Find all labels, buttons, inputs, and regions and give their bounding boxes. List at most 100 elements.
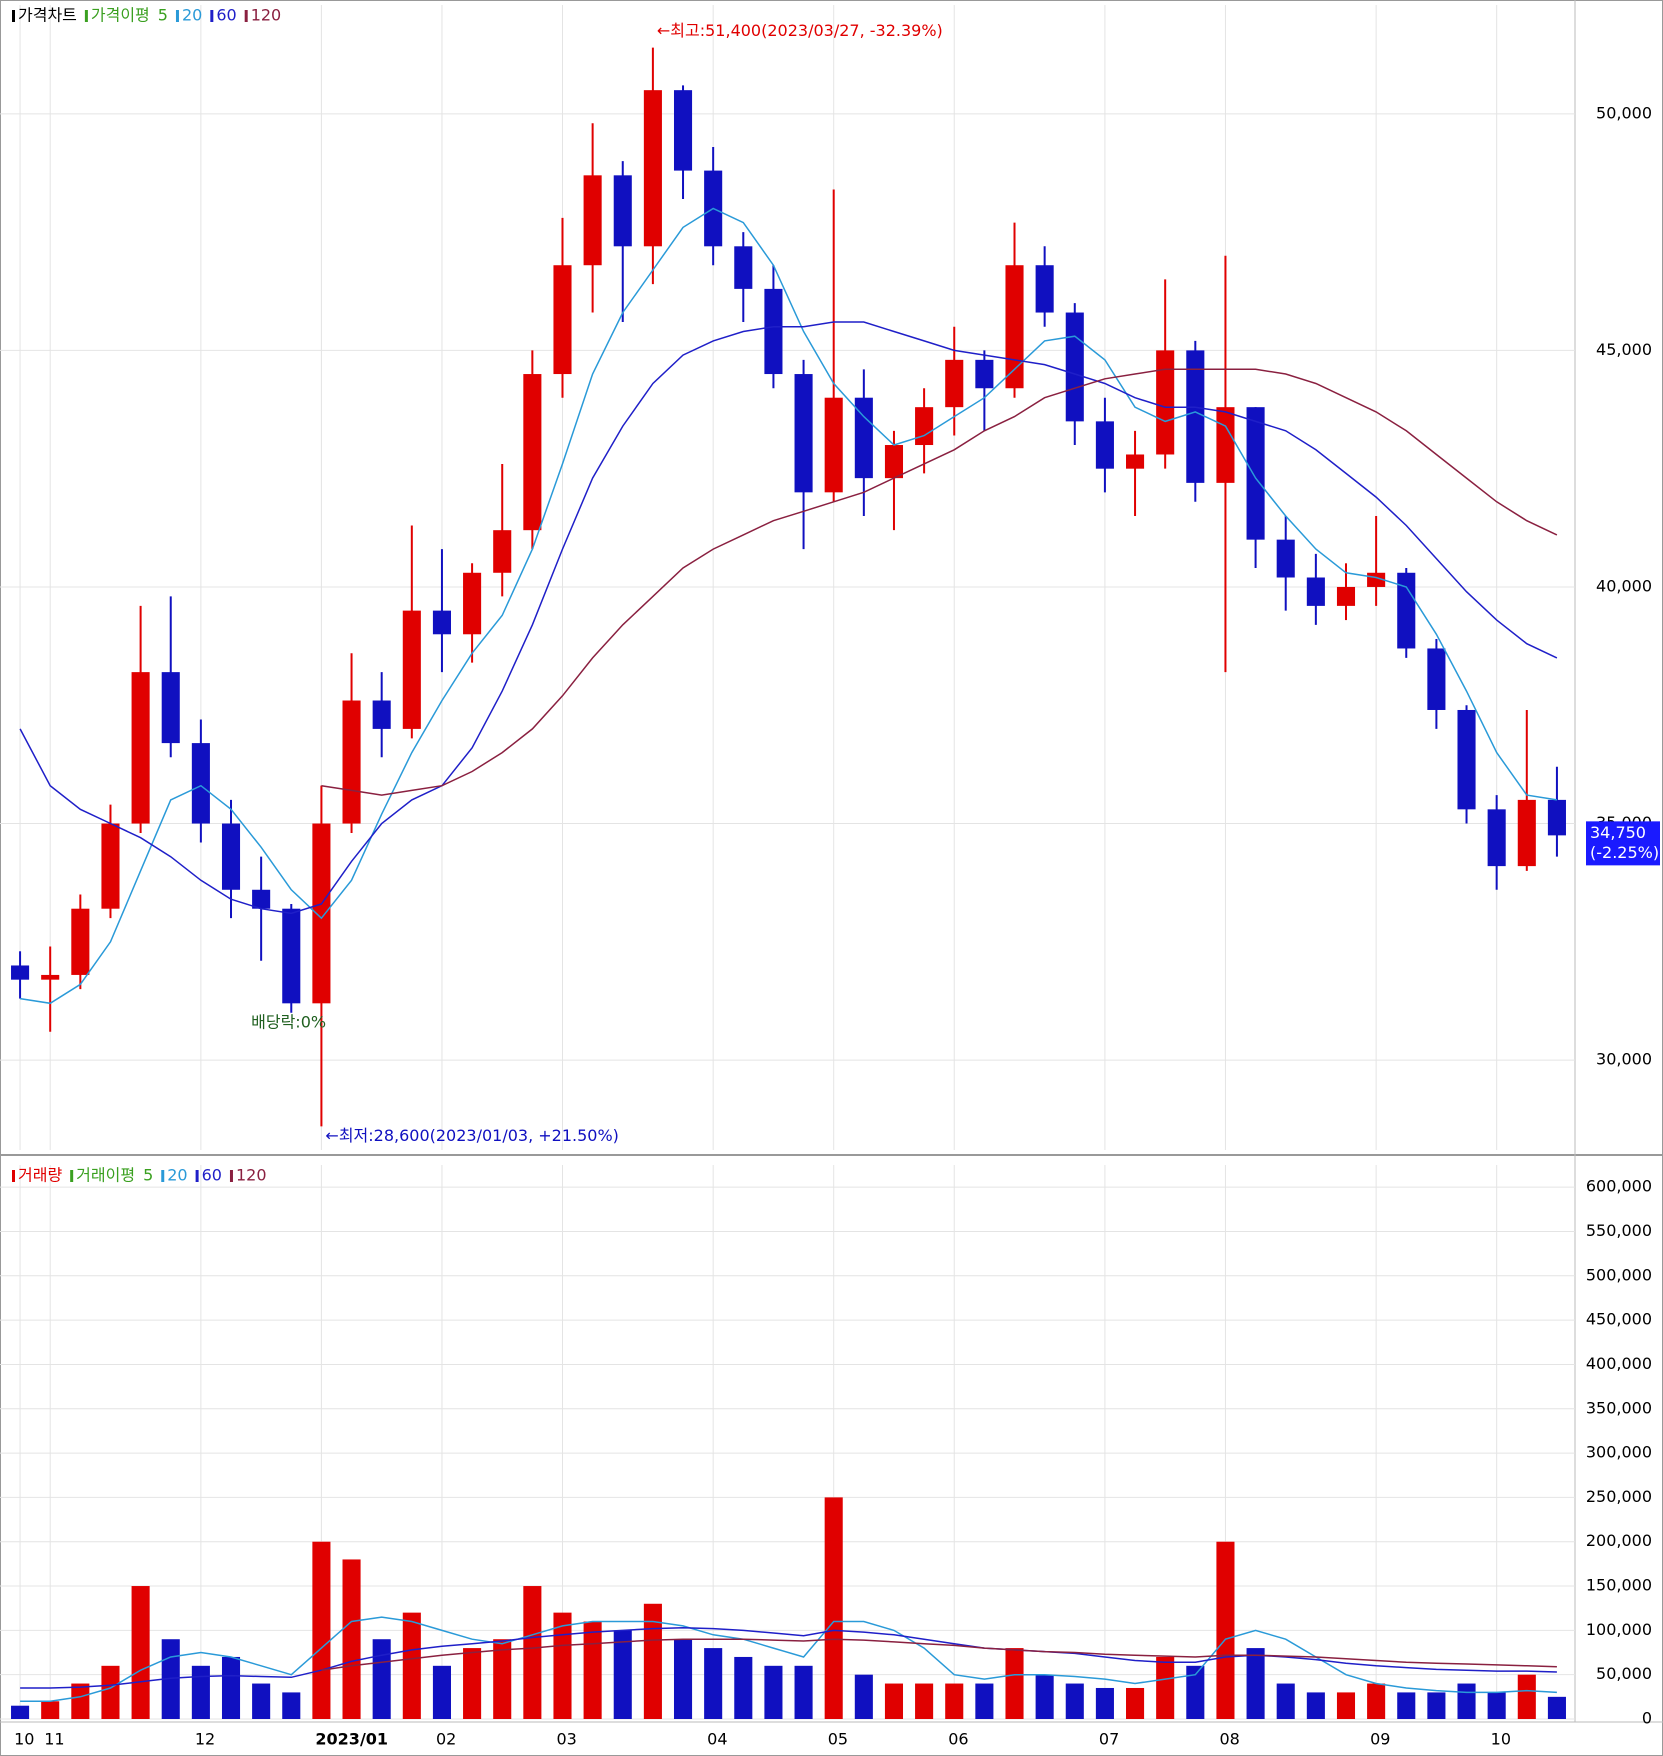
candle-body: [734, 246, 753, 289]
y-tick-label: 450,000: [1586, 1310, 1652, 1329]
volume-bar: [71, 1683, 90, 1719]
legend-swatch: [229, 1170, 233, 1182]
candle-body: [583, 175, 602, 266]
candle-body: [432, 610, 451, 635]
y-tick-label: 45,000: [1596, 340, 1652, 359]
candle-body: [1306, 577, 1325, 606]
volume-bar: [1156, 1656, 1175, 1719]
volume-bar: [342, 1559, 361, 1719]
x-tick-label: 03: [556, 1730, 576, 1749]
candle-body: [131, 672, 150, 824]
x-tick-label: 12: [195, 1730, 215, 1749]
volume-bar: [432, 1665, 451, 1719]
y-tick-label: 50,000: [1596, 103, 1652, 122]
x-tick-label: 04: [707, 1730, 727, 1749]
volume-bar: [884, 1683, 904, 1719]
legend-label: 60: [202, 1166, 222, 1185]
volume-bar: [493, 1639, 512, 1719]
y-tick-label: 550,000: [1586, 1221, 1652, 1240]
candle-body: [1487, 809, 1506, 867]
candle-body: [372, 700, 391, 729]
x-tick-label: 02: [436, 1730, 456, 1749]
x-tick-label: 07: [1099, 1730, 1119, 1749]
candle-body: [673, 90, 693, 171]
y-tick-label: 0: [1642, 1709, 1652, 1728]
candle-body: [1035, 265, 1054, 313]
y-tick-label: 50,000: [1596, 1664, 1652, 1683]
volume-bar: [11, 1705, 30, 1719]
volume-bar: [1276, 1683, 1295, 1719]
candle-body: [71, 908, 90, 975]
y-tick-label: 200,000: [1586, 1531, 1652, 1550]
candle-body: [1397, 572, 1416, 649]
candle-body: [1065, 312, 1084, 422]
high-annotation: ←최고:51,400(2023/03/27, -32.39%): [657, 21, 943, 40]
volume-bar: [1126, 1687, 1145, 1719]
legend-label: 60: [216, 6, 236, 25]
volume-bar: [1517, 1674, 1536, 1719]
legend-label: 20: [167, 1166, 187, 1185]
volume-bar: [583, 1621, 602, 1719]
y-tick-label: 30,000: [1596, 1050, 1652, 1069]
legend-swatch: [244, 10, 248, 22]
low-annotation: ←최저:28,600(2023/01/03, +21.50%): [325, 1126, 619, 1145]
legend-swatch: [12, 1170, 15, 1182]
x-tick-label: 05: [828, 1730, 848, 1749]
volume-bar: [704, 1648, 723, 1719]
x-tick-label: 10: [1491, 1730, 1511, 1749]
candle-body: [764, 288, 783, 375]
moving-average: [20, 1626, 1557, 1689]
volume-bar: [945, 1683, 964, 1719]
candle-body: [463, 572, 482, 635]
moving-average: [321, 1638, 1557, 1671]
candle-body: [161, 672, 180, 744]
candle-body: [11, 965, 30, 980]
legend-label: 가격차트: [18, 6, 77, 25]
moving-average: [19, 207, 1558, 1005]
y-tick-label: 500,000: [1586, 1265, 1652, 1284]
moving-average: [321, 368, 1558, 796]
volume-bar: [1065, 1683, 1084, 1719]
candle-body: [101, 823, 120, 909]
volume-bar: [282, 1692, 301, 1719]
volume-bar: [463, 1648, 482, 1719]
candle-body: [643, 90, 662, 247]
y-tick-label: 400,000: [1586, 1354, 1652, 1373]
x-tick-label: 10: [14, 1730, 34, 1749]
volume-bar: [673, 1639, 693, 1719]
last-change: (-2.25%): [1590, 843, 1659, 862]
legend-label: 거래량: [18, 1166, 62, 1185]
volume-bar: [975, 1683, 994, 1719]
y-tick-label: 150,000: [1586, 1576, 1652, 1595]
volume-bar: [613, 1630, 632, 1719]
volume-bar: [372, 1639, 391, 1719]
volume-bar: [915, 1683, 934, 1719]
moving-average: [19, 321, 1558, 915]
x-tick-label: 09: [1370, 1730, 1390, 1749]
candle-body: [1276, 539, 1295, 578]
legend-swatch: [84, 10, 88, 22]
legend-label: 120: [236, 1166, 267, 1185]
candle-body: [975, 359, 994, 389]
last-price-box: [1586, 821, 1660, 866]
volume-bar: [252, 1683, 271, 1719]
legend-swatch: [210, 10, 214, 22]
candle-body: [915, 407, 934, 446]
candle-body: [1216, 407, 1235, 483]
candle-body: [854, 397, 873, 479]
legend-label: 5: [158, 6, 168, 25]
volume-bar: [1035, 1674, 1054, 1719]
y-tick-label: 100,000: [1586, 1620, 1652, 1639]
volume-bar: [312, 1541, 331, 1719]
volume-bar: [1487, 1692, 1506, 1719]
candle-body: [1126, 454, 1145, 469]
legend-swatch: [195, 1170, 199, 1182]
volume-bar: [1005, 1648, 1024, 1719]
y-tick-label: 600,000: [1586, 1177, 1652, 1196]
volume-bar: [854, 1674, 873, 1719]
volume-bar: [1306, 1692, 1325, 1719]
dividend-annotation: 배당락:0%: [251, 1012, 326, 1031]
legend-swatch: [175, 10, 179, 22]
legend-label: 5: [143, 1166, 153, 1185]
